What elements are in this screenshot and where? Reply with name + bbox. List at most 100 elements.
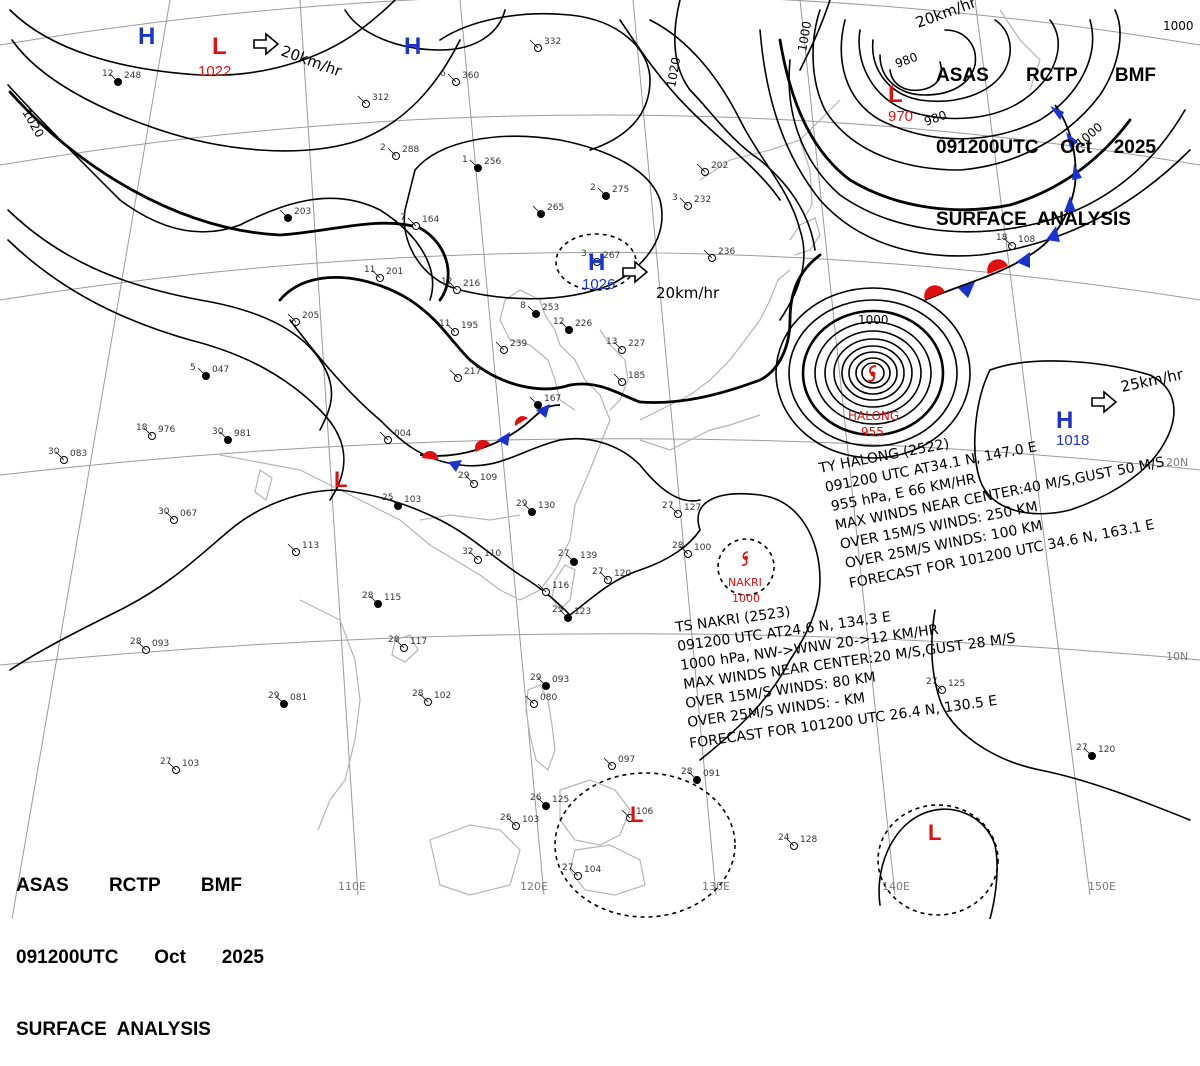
northeast-front (924, 104, 1082, 301)
halong-name: HALONG (848, 409, 899, 423)
station-pressure: 139 (580, 551, 597, 561)
arrow-north-low (253, 32, 280, 56)
station-pressure: 106 (636, 807, 653, 817)
year: 2025 (1113, 137, 1156, 158)
high-center-letter: H (588, 249, 605, 276)
wind-barb (109, 73, 119, 83)
station-plot: 047 5 (190, 363, 229, 380)
station-plot: 275 2 (590, 183, 629, 200)
wind-barb (525, 695, 535, 705)
arrow-h1026 (622, 260, 649, 284)
station-plots: 2481231228822561332360627522323202265267… (48, 37, 1115, 880)
parallel-20n (0, 438, 1200, 476)
coast-hainan (391, 634, 419, 663)
station-plot: 097 (603, 755, 635, 770)
wind-barb (387, 147, 397, 157)
station-pressure: 232 (694, 195, 711, 205)
station-pressure: 128 (800, 835, 817, 845)
station-pressure: 981 (234, 429, 251, 439)
isobar-mid-2 (619, 19, 781, 201)
station-pressure: 332 (544, 37, 561, 47)
wind-barb (287, 543, 297, 553)
isobar-k-outer-1 (788, 59, 1186, 233)
station-plot: 103 27 (160, 757, 199, 774)
wind-barb (565, 553, 575, 563)
station-plot: 080 (525, 693, 557, 708)
halong-isobar-1 (775, 287, 971, 459)
lat-label: 10N (1166, 650, 1188, 663)
parallel-30n (0, 252, 1200, 301)
station-pressure: 267 (603, 251, 620, 261)
isobar-west-2 (7, 209, 333, 431)
station-pressure: 004 (394, 429, 411, 439)
front-cold-tri (958, 282, 975, 298)
station-plot: 104 27 (562, 863, 601, 880)
station-temperature: 18 (136, 423, 148, 433)
isobar-southeast-low (878, 808, 998, 919)
station-code: RCTP (1025, 65, 1078, 86)
station-temperature: 29 (458, 471, 470, 481)
station-temperature: 1 (462, 155, 468, 165)
isobar-south-china (9, 489, 571, 671)
station-pressure: 253 (542, 303, 559, 313)
wind-barb (357, 95, 367, 105)
isobar-west-3 (7, 239, 345, 501)
station-pressure: 103 (182, 759, 199, 769)
station-pressure: 248 (124, 71, 141, 81)
station-pressure: 100 (694, 543, 711, 553)
halong-isobar-3 (814, 321, 932, 425)
coast-visayas (559, 779, 631, 846)
station-pressure: 097 (618, 755, 635, 765)
wind-barb (469, 159, 479, 169)
station-temperature: 27 (1076, 743, 1087, 753)
station-plot: 093 28 (130, 637, 169, 654)
station-temperature: 28 (362, 591, 374, 601)
station-plot: 128 24 (778, 833, 817, 850)
arrow-pacific-high (1091, 390, 1118, 414)
wind-barb (287, 313, 297, 323)
wind-barb (569, 867, 579, 877)
station-temperature: 12 (102, 69, 113, 79)
high-center-letter: H (404, 33, 421, 60)
station-temperature: 28 (672, 541, 684, 551)
valid-time: 091200UTC (16, 947, 119, 968)
coast-indochina (299, 599, 361, 831)
station-pressure: 203 (294, 207, 311, 217)
wind-barb (448, 281, 458, 291)
station-temperature: 26 (530, 793, 542, 803)
station-plot: 205 (287, 311, 319, 326)
isobar-1020-bold (8, 90, 450, 302)
station-temperature: 3 (672, 193, 678, 203)
station-temperature: 29 (516, 499, 528, 509)
high-center-value: 1026 (582, 276, 615, 293)
station-pressure: 226 (575, 319, 592, 329)
halong-isobar-5 (833, 338, 913, 408)
low-center-value: 1022 (198, 63, 231, 80)
lon-label: 150E (1088, 880, 1116, 893)
coast-kamchatka (999, 9, 1041, 91)
station-pressure: 265 (547, 203, 564, 213)
header-title: SURFACE ANALYSIS (16, 1019, 211, 1040)
station-pressure: 360 (462, 71, 479, 81)
wind-barb (395, 639, 405, 649)
wind-barb (613, 341, 623, 351)
front-warm-lobe (422, 450, 439, 460)
pressure-centers: H L 1022 H H 1026 L 970 H 1018 L L L (138, 23, 1089, 845)
station-temperature: 2 (590, 183, 596, 193)
station-plot: 123 25 (552, 605, 591, 622)
agency-code: ASAS (16, 875, 69, 896)
low-center-letter: L (888, 81, 903, 108)
station-pressure: 047 (212, 365, 229, 375)
wind-barb (588, 253, 598, 263)
halong-isobar-8 (855, 357, 891, 389)
coast-hokkaido (789, 217, 821, 256)
station-temperature: 8 (520, 301, 526, 311)
wind-barb (537, 797, 547, 807)
front-cold-tri (1016, 252, 1030, 268)
station-plot: 267 3 (581, 249, 620, 266)
station-temperature: 2 (380, 143, 386, 153)
wind-barb (369, 595, 379, 605)
station-plot: 232 3 (672, 193, 711, 210)
meridian-150e (974, 0, 1091, 896)
stationary-front (419, 404, 561, 472)
